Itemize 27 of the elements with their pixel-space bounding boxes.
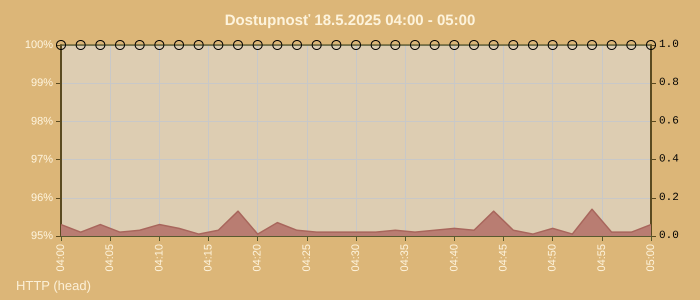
y2-tick-label: 0.2 (659, 192, 679, 204)
y2-tick-label: 0.4 (659, 154, 680, 166)
x-tick-label: 04:50 (546, 244, 559, 272)
x-tick-label: 04:05 (104, 244, 116, 272)
y-tick-label: 100% (24, 39, 54, 51)
x-tick-label: 04:20 (252, 244, 264, 272)
x-tick-label: 04:30 (350, 244, 362, 272)
y2-tick-label: 0.0 (659, 230, 679, 242)
chart-title: Dostupnosť 18.5.2025 04:00 - 05:00 (224, 12, 476, 29)
x-tick-label: 05:00 (645, 244, 657, 272)
x-tick-label: 04:00 (55, 244, 67, 272)
text: HTTP (head) (16, 278, 91, 293)
y-tick-label: 96% (30, 192, 54, 204)
y2-tick-label: 0.6 (659, 115, 679, 128)
x-tick-label: 04:10 (153, 244, 166, 272)
x-tick-label: 04:40 (448, 244, 460, 272)
y2-tick-label: 0.8 (659, 77, 679, 90)
x-tick-label: 04:35 (399, 244, 412, 272)
x-tick-label: 04:45 (498, 244, 510, 272)
x-tick-label: 04:25 (300, 244, 313, 272)
y-tick-label: 95% (30, 230, 54, 242)
x-tick-label: 04:55 (596, 244, 608, 272)
y-tick-label: 99% (30, 77, 54, 90)
x-tick-label: 04:15 (202, 244, 214, 272)
y-tick-label: 97% (30, 154, 54, 166)
y-tick-label: 98% (30, 115, 54, 128)
y2-tick-label: 1.0 (659, 39, 679, 51)
